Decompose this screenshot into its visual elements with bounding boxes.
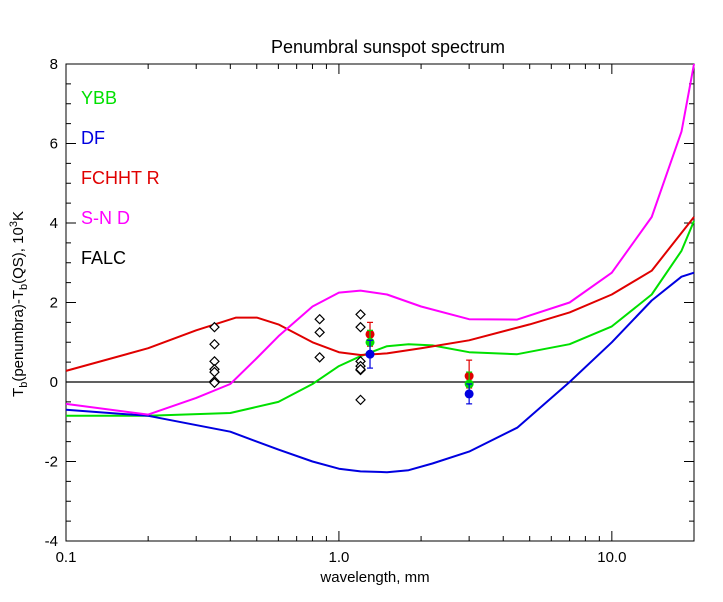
x-axis-label: wavelength, mm xyxy=(319,569,429,586)
series-line-df xyxy=(65,271,695,474)
observation-point xyxy=(355,394,366,406)
x-tick-label: 0.1 xyxy=(56,549,77,566)
observation-point xyxy=(355,363,366,375)
legend-falc: FALC xyxy=(81,248,126,268)
y-tick-label: 8 xyxy=(50,56,58,73)
chart-title: Penumbral sunspot spectrum xyxy=(271,37,505,57)
series-line-s-n-d xyxy=(65,63,695,416)
observation-point xyxy=(209,338,220,350)
y-tick-label: 4 xyxy=(50,215,58,232)
y-tick-label: 6 xyxy=(50,136,58,153)
y-tick-label: 2 xyxy=(50,295,58,312)
legend-s-n-d: S-N D xyxy=(81,208,130,228)
plot-area: -4 -2 0 2 4 6 8 0.1 1.0 10.0 YBB DF FCHHT R S-N D FALC xyxy=(45,56,695,566)
observation-point xyxy=(314,326,326,338)
legend-fchht-r: FCHHT R xyxy=(81,168,160,188)
y-tick-label: -2 xyxy=(45,454,58,471)
y-axis-label: Tb(penumbra)-Tb(QS), 103K xyxy=(8,211,30,397)
x-tick-label: 1.0 xyxy=(328,549,349,566)
observation-point xyxy=(314,352,326,363)
observation-point xyxy=(209,377,220,389)
series-line-fchht-r xyxy=(65,216,695,372)
x-tick-label: 10.0 xyxy=(597,549,626,566)
observation-point xyxy=(209,321,220,333)
observation-point xyxy=(314,313,326,325)
observation-point xyxy=(355,309,366,320)
observation-point xyxy=(355,321,366,333)
y-tick-label: 0 xyxy=(50,374,58,391)
legend-df: DF xyxy=(81,128,105,148)
plot-frame xyxy=(65,63,695,542)
legend-ybb: YBB xyxy=(81,88,117,108)
y-tick-label: -4 xyxy=(45,533,58,550)
errorbar-point xyxy=(464,389,474,399)
series-line-ybb xyxy=(66,220,695,417)
errorbar-point xyxy=(365,349,375,359)
